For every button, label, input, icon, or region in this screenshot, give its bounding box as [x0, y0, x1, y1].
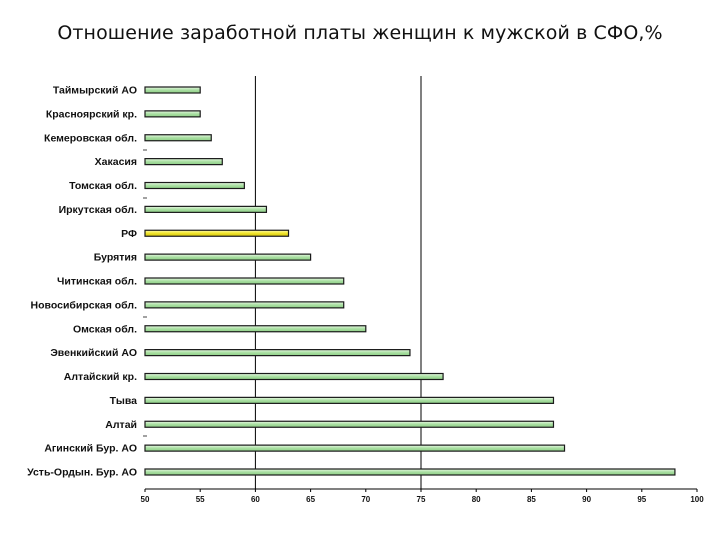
- category-label: Омская обл.: [73, 323, 137, 335]
- category-label: Усть-Ордын. Бур. АО: [27, 467, 137, 479]
- x-tick-label: 80: [472, 495, 481, 504]
- bar: [144, 420, 555, 428]
- x-tick-label: 100: [690, 495, 704, 504]
- category-label: Эвенкийский АО: [50, 347, 137, 359]
- bar: [144, 372, 444, 381]
- bar: [144, 444, 566, 452]
- x-tick-label: 85: [527, 495, 536, 504]
- bar-highlight: [144, 229, 290, 237]
- category-label: Томская обл.: [69, 180, 137, 192]
- bar: [144, 301, 345, 309]
- bar: [144, 396, 555, 404]
- bar: [144, 253, 312, 261]
- category-label: Алтайский кр.: [64, 371, 137, 383]
- category-label: Новосибирская обл.: [31, 299, 138, 311]
- category-label: Кемеровская обл.: [44, 132, 137, 144]
- bar: [144, 325, 367, 333]
- x-tick-label: 50: [141, 495, 150, 504]
- category-label: Агинский Бур. АО: [44, 443, 137, 455]
- bar: [144, 158, 223, 166]
- x-tick-label: 70: [361, 495, 370, 504]
- category-label: Хакасия: [95, 156, 137, 168]
- category-label: Тыва: [110, 395, 138, 407]
- x-tick-label: 65: [306, 495, 315, 504]
- bar: [144, 277, 345, 285]
- bar: [144, 468, 676, 476]
- category-label: РФ: [121, 228, 137, 240]
- x-tick-label: 55: [196, 495, 205, 504]
- category-label: Иркутская обл.: [59, 204, 137, 216]
- bar: [144, 181, 245, 190]
- x-tick-label: 95: [637, 495, 646, 504]
- x-tick-label: 90: [582, 495, 591, 504]
- bar: [144, 349, 411, 357]
- x-axis: 50 55 60 65 70 75 80 85 90 95 100: [141, 149, 704, 504]
- category-label: Бурятия: [94, 252, 137, 264]
- category-label: Таймырский АО: [53, 85, 137, 97]
- category-label: Красноярский кр.: [46, 108, 137, 120]
- category-label: Читинская обл.: [57, 276, 137, 288]
- x-tick-label: 75: [417, 495, 426, 504]
- bar: [144, 134, 212, 142]
- bar: [144, 205, 268, 213]
- page-title: Отношение заработной платы женщин к мужс…: [57, 22, 663, 44]
- category-labels: Таймырский АО Красноярский кр. Кемеровская…: [27, 85, 137, 479]
- bar: [144, 110, 201, 118]
- category-label: Алтай: [105, 419, 137, 431]
- bars-group: [144, 86, 676, 476]
- x-tick-label: 60: [251, 495, 260, 504]
- bar: [144, 86, 201, 94]
